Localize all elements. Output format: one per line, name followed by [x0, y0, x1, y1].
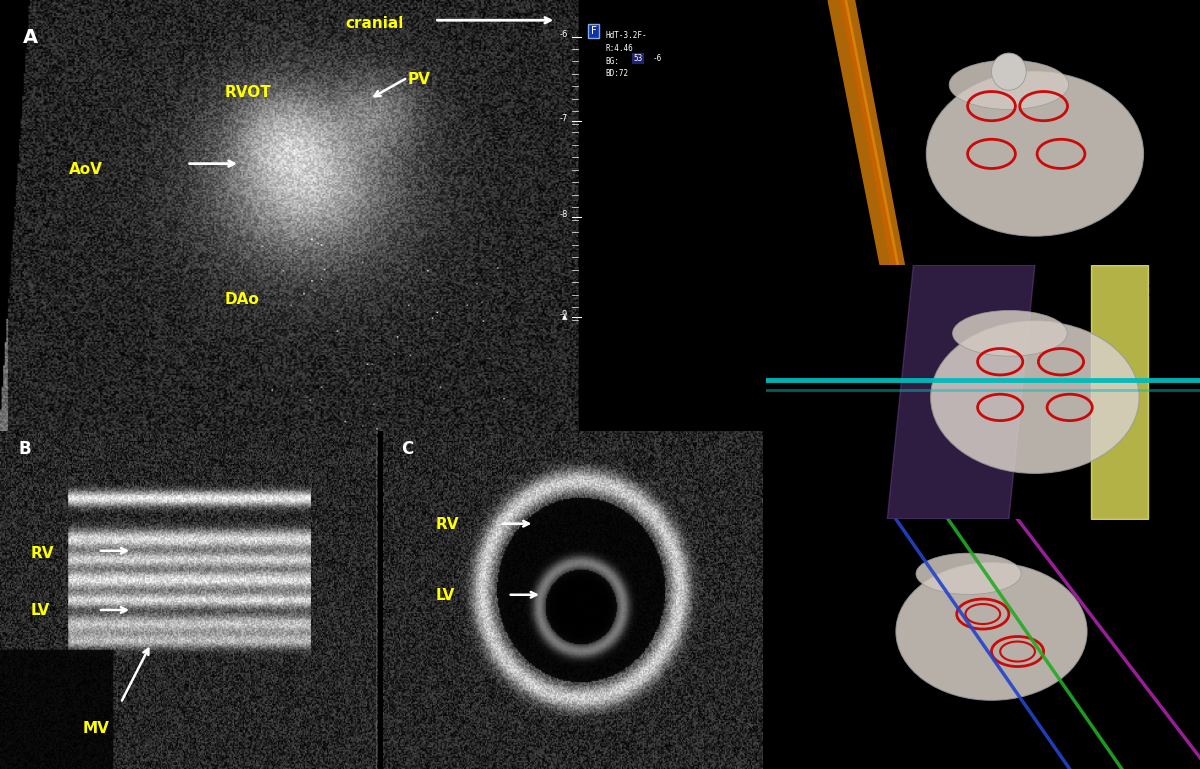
Text: RV: RV [436, 517, 460, 532]
Polygon shape [887, 265, 1034, 519]
Text: BG:: BG: [606, 57, 619, 65]
Text: cranial: cranial [346, 16, 404, 32]
Text: 3.: 3. [774, 284, 791, 299]
Text: -8: -8 [559, 211, 568, 219]
Ellipse shape [926, 72, 1144, 236]
Text: 1.: 1. [966, 9, 982, 25]
Ellipse shape [991, 53, 1026, 90]
Ellipse shape [916, 553, 1021, 594]
Text: -6: -6 [559, 29, 568, 38]
Text: DAo: DAo [224, 291, 259, 307]
Text: 2.: 2. [1148, 284, 1164, 299]
Text: F: F [590, 25, 596, 35]
Text: LV: LV [436, 588, 455, 603]
Text: 5.: 5. [1004, 524, 1021, 540]
Text: AoV: AoV [68, 162, 102, 178]
Text: BD:72: BD:72 [606, 69, 629, 78]
Text: RVOT: RVOT [224, 85, 271, 100]
Text: 53: 53 [634, 54, 642, 63]
Text: HdT-3.2F-: HdT-3.2F- [606, 31, 648, 40]
Text: -9: -9 [559, 309, 568, 318]
Text: ▲: ▲ [563, 315, 568, 321]
Text: 4.: 4. [940, 524, 955, 540]
Text: 6.: 6. [1096, 524, 1112, 540]
Text: MV: MV [83, 721, 110, 737]
Ellipse shape [953, 311, 1067, 356]
Text: -7: -7 [559, 114, 568, 122]
Text: -6: -6 [653, 54, 662, 63]
Text: LV: LV [30, 603, 49, 618]
Text: A: A [23, 28, 38, 47]
Text: C: C [402, 441, 414, 458]
Ellipse shape [896, 563, 1087, 701]
Ellipse shape [949, 60, 1068, 109]
Ellipse shape [931, 321, 1139, 474]
Text: B: B [19, 441, 31, 458]
Text: R:4.46: R:4.46 [606, 44, 634, 53]
Text: PV: PV [408, 72, 431, 87]
Text: RV: RV [30, 545, 54, 561]
